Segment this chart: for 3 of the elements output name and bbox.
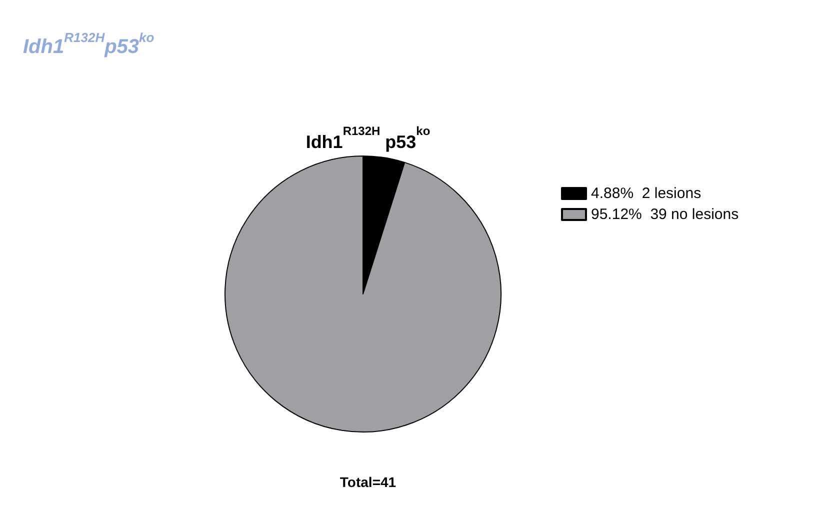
legend-label: 4.88% 2 lesions: [591, 185, 702, 202]
legend-label: 95.12% 39 no lesions: [591, 206, 739, 223]
text: Total=41: [340, 474, 396, 490]
